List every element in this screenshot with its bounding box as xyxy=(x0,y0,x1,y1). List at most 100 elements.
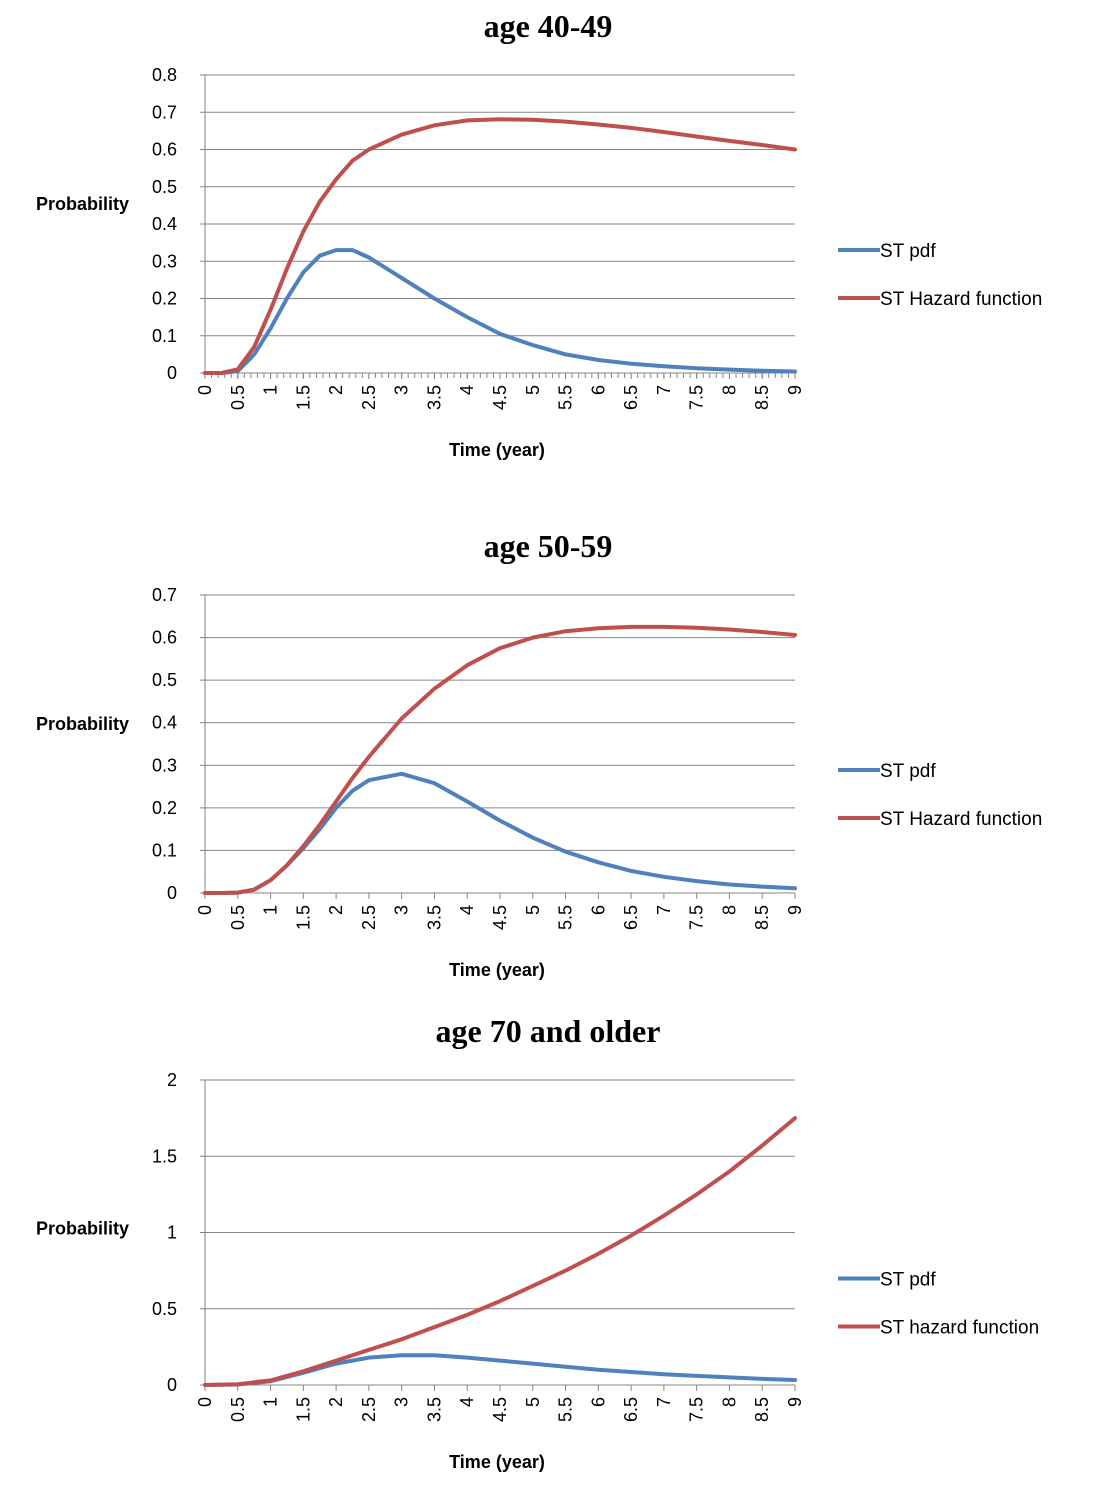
x-tick-label: 0 xyxy=(195,905,215,915)
x-tick-label: 8 xyxy=(719,1397,739,1407)
x-tick-label: 3.5 xyxy=(424,905,444,930)
legend-label: ST Hazard function xyxy=(880,289,1042,310)
x-tick-label: 9 xyxy=(785,385,805,395)
x-tick-label: 2 xyxy=(326,1397,346,1407)
x-tick-label: 5 xyxy=(523,385,543,395)
y-tick-label: 1.5 xyxy=(152,1146,177,1166)
chart-title: age 70 and older xyxy=(436,1013,661,1049)
y-tick-label: 1 xyxy=(167,1223,177,1243)
x-tick-label: 5 xyxy=(523,1397,543,1407)
x-tick-label: 0.5 xyxy=(228,1397,248,1422)
x-tick-label: 7.5 xyxy=(687,385,707,410)
x-tick-label: 9 xyxy=(785,905,805,915)
y-tick-label: 0.7 xyxy=(152,585,177,605)
y-tick-label: 0.2 xyxy=(152,798,177,818)
x-tick-label: 8.5 xyxy=(752,905,772,930)
x-tick-label: 6 xyxy=(588,1397,608,1407)
x-tick-label: 0 xyxy=(195,1397,215,1407)
y-tick-label: 2 xyxy=(167,1070,177,1090)
y-tick-label: 0.1 xyxy=(152,326,177,346)
chart-title: age 40-49 xyxy=(484,8,613,44)
x-tick-label: 2.5 xyxy=(359,905,379,930)
chart-3: age 70 and older 0 0.5 1 1.5 2 0 0.5 1 1.5 2 2.5 3 3.… xyxy=(36,1013,1039,1472)
y-tick-label: 0.6 xyxy=(152,140,177,160)
legend-label: ST pdf xyxy=(880,761,936,782)
x-tick-label: 5.5 xyxy=(556,385,576,410)
x-tick-label: 3 xyxy=(392,905,412,915)
x-tick-label: 6 xyxy=(588,385,608,395)
y-tick-label: 0.4 xyxy=(152,214,177,234)
x-axis-title: Time (year) xyxy=(449,440,545,460)
y-tick-label: 0.3 xyxy=(152,755,177,775)
legend-label: ST hazard function xyxy=(880,1318,1039,1339)
x-tick-label: 1 xyxy=(261,1397,281,1407)
y-tick-label: 0.6 xyxy=(152,628,177,648)
x-tick-label: 1 xyxy=(261,905,281,915)
x-tick-label: 1.5 xyxy=(293,905,313,930)
x-tick-label: 6 xyxy=(588,905,608,915)
x-tick-label: 4.5 xyxy=(490,905,510,930)
y-tick-label: 0.4 xyxy=(152,713,177,733)
x-tick-label: 7 xyxy=(654,905,674,915)
x-tick-label: 2.5 xyxy=(359,1397,379,1422)
series-line-pdf xyxy=(203,771,797,895)
y-tick-label: 0.7 xyxy=(152,102,177,122)
x-tick-label: 5.5 xyxy=(556,905,576,930)
x-tick-label: 7 xyxy=(654,385,674,395)
x-tick-label: 6.5 xyxy=(621,385,641,410)
x-tick-label: 4.5 xyxy=(490,385,510,410)
series-line-hazard xyxy=(203,117,797,375)
x-tick-label: 0.5 xyxy=(228,905,248,930)
x-tick-label: 7.5 xyxy=(687,1397,707,1422)
y-tick-label: 0.2 xyxy=(152,289,177,309)
chart-title: age 50-59 xyxy=(484,528,613,564)
x-tick-label: 7 xyxy=(654,1397,674,1407)
x-tick-label: 5 xyxy=(523,905,543,915)
x-tick-label: 4.5 xyxy=(490,1397,510,1422)
x-tick-label: 8.5 xyxy=(752,385,772,410)
y-tick-label: 0 xyxy=(167,1375,177,1395)
x-tick-label: 1 xyxy=(261,385,281,395)
x-tick-label: 6.5 xyxy=(621,905,641,930)
legend-label: ST Hazard function xyxy=(880,809,1042,830)
y-axis-title: Probability xyxy=(36,1219,129,1239)
x-tick-label: 4 xyxy=(457,905,477,915)
chart-2: age 50-59 0 0.1 0.2 0.3 0.4 0.5 0.6 0.7 0 0.5 1 1.5 2… xyxy=(36,528,1042,980)
x-tick-label: 2.5 xyxy=(359,385,379,410)
y-tick-label: 0.1 xyxy=(152,840,177,860)
y-tick-label: 0.3 xyxy=(152,251,177,271)
legend-label: ST pdf xyxy=(880,241,936,262)
y-tick-label: 0.8 xyxy=(152,65,177,85)
x-tick-label: 3.5 xyxy=(424,1397,444,1422)
x-axis-title: Time (year) xyxy=(449,960,545,980)
x-tick-label: 3 xyxy=(392,385,412,395)
series-line-pdf xyxy=(203,248,797,375)
x-tick-label: 3 xyxy=(392,1397,412,1407)
x-tick-label: 5.5 xyxy=(556,1397,576,1422)
x-tick-label: 0.5 xyxy=(228,385,248,410)
x-tick-label: 2 xyxy=(326,905,346,915)
x-tick-label: 7.5 xyxy=(687,905,707,930)
x-tick-label: 0 xyxy=(195,385,215,395)
series-line-hazard xyxy=(203,1116,797,1387)
x-axis-title: Time (year) xyxy=(449,1452,545,1472)
y-tick-label: 0.5 xyxy=(152,670,177,690)
y-tick-label: 0 xyxy=(167,363,177,383)
y-tick-label: 0 xyxy=(167,883,177,903)
x-tick-label: 8 xyxy=(719,385,739,395)
y-tick-label: 0.5 xyxy=(152,177,177,197)
y-axis-title: Probability xyxy=(36,194,129,214)
chart-1: age 40-49 0 0.1 0.2 0.3 0.4 0.5 0.6 0.7 0.8 0 0.5 1 1… xyxy=(36,8,1042,460)
y-axis-title: Probability xyxy=(36,714,129,734)
x-tick-label: 9 xyxy=(785,1397,805,1407)
x-tick-label: 4 xyxy=(457,385,477,395)
series-line-hazard xyxy=(203,624,797,895)
x-tick-label: 8 xyxy=(719,905,739,915)
x-tick-label: 3.5 xyxy=(424,385,444,410)
series-line-pdf xyxy=(203,1353,797,1387)
x-tick-label: 1.5 xyxy=(293,385,313,410)
x-tick-label: 6.5 xyxy=(621,1397,641,1422)
y-tick-label: 0.5 xyxy=(152,1299,177,1319)
x-tick-label: 1.5 xyxy=(293,1397,313,1422)
